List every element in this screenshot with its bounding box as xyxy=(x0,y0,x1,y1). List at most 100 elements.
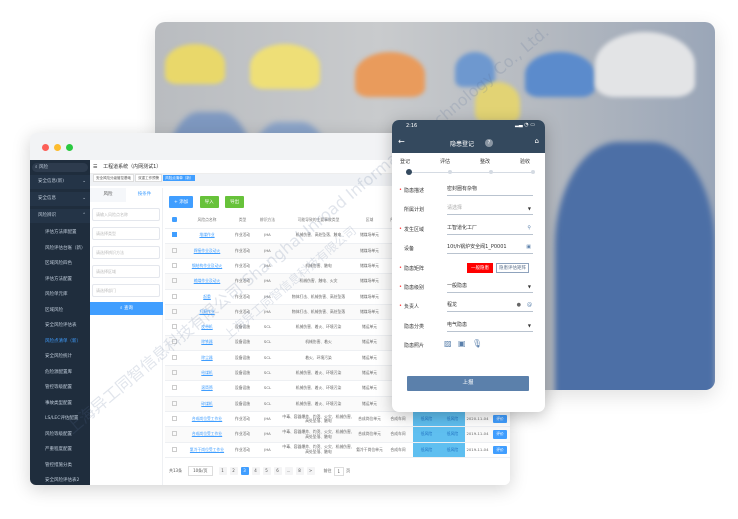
sidebar-item[interactable]: 风险等级配置 xyxy=(30,428,90,442)
risk-point-link[interactable]: 给煤机 xyxy=(183,365,231,382)
field-input[interactable]: 密封圈有杂物 xyxy=(447,184,533,196)
menu-toggle-icon[interactable]: ☰ xyxy=(93,164,98,170)
page-size-select[interactable]: 10条/页 xyxy=(188,466,213,476)
at-icon[interactable]: @ xyxy=(527,302,532,308)
help-icon[interactable]: ? xyxy=(485,139,493,147)
risk-point-link[interactable]: 起重 xyxy=(183,289,231,305)
field-input[interactable]: 10t/h锅炉安全阀1_P0001 ▣ xyxy=(447,242,533,254)
tab-0[interactable]: 安全风险分级管控基础 xyxy=(93,174,134,182)
row-checkbox[interactable] xyxy=(165,228,183,244)
evaluate-button[interactable]: 评价 xyxy=(493,445,507,455)
page-button[interactable]: 2 xyxy=(229,467,238,475)
sidebar-item[interactable]: 安全风险评估表2 xyxy=(30,474,90,485)
risk-point-link[interactable]: 输煤作业及动火 xyxy=(183,273,231,290)
maximize-dot[interactable] xyxy=(66,144,73,151)
home-icon[interactable]: ⌂ xyxy=(534,137,539,145)
goto-input[interactable]: 1 xyxy=(333,466,345,476)
sidebar-item[interactable]: 安全信息 ⌄ xyxy=(30,192,90,206)
row-checkbox[interactable] xyxy=(165,289,183,305)
risk-point-link[interactable]: 堆煤作业 xyxy=(183,228,231,244)
field-input[interactable]: 一般隐患 ▼ xyxy=(447,281,533,293)
row-checkbox[interactable] xyxy=(165,442,183,458)
risk-point-link[interactable]: 除尘器 xyxy=(183,350,231,367)
filter-input[interactable]: 请输入风险点名称 xyxy=(92,208,160,221)
export-button[interactable]: 导出 xyxy=(225,196,245,208)
page-button[interactable]: 8 xyxy=(295,467,304,475)
row-checkbox[interactable] xyxy=(165,258,183,275)
matrix-link[interactable]: 隐患评估矩阵 xyxy=(496,263,529,273)
sidebar-item[interactable]: 事故类型配置 xyxy=(30,397,90,411)
sidebar-item[interactable]: 管控措施分类 xyxy=(30,459,90,473)
tab-1[interactable]: 双重工作预警 xyxy=(135,174,163,182)
risk-point-link[interactable]: 滚筒筛 xyxy=(183,380,231,397)
filter-input[interactable]: 请选择区域 xyxy=(92,265,160,278)
risk-point-link[interactable]: 氨冷干岗位受工作业 xyxy=(183,442,231,458)
filter-input[interactable]: 请选择类型 xyxy=(92,227,160,240)
evaluate-button[interactable]: 评价 xyxy=(493,414,507,424)
table-row[interactable]: 氨冷干岗位受工作业 作业活动 JHA 中毒、容器爆炸、灼烫、火灾、机械伤害、高处坠落、… xyxy=(165,442,510,458)
sidebar-item[interactable]: 评估方法配置 xyxy=(30,273,90,287)
submit-button[interactable]: 上报 xyxy=(407,376,529,391)
sidebar-item[interactable]: 区域风险四色 xyxy=(30,257,90,271)
sidebar-item[interactable]: 区域风险 xyxy=(30,304,90,318)
row-checkbox[interactable] xyxy=(165,243,183,260)
page-button[interactable]: ... xyxy=(284,467,293,475)
risk-point-link[interactable]: 打磨作业 xyxy=(183,304,231,321)
row-checkbox[interactable] xyxy=(165,426,183,443)
risk-point-link[interactable]: 碎煤机 xyxy=(183,396,231,413)
risk-point-link[interactable]: 钢结构作业及动火 xyxy=(183,258,231,275)
row-checkbox[interactable] xyxy=(165,335,183,351)
field-input[interactable]: 电气隐患 ▼ xyxy=(447,320,533,332)
row-checkbox[interactable] xyxy=(165,365,183,382)
location-icon[interactable]: ⚲ xyxy=(527,225,531,231)
sidebar-item[interactable]: 安全风险评估表 xyxy=(30,319,90,333)
sidebar-item[interactable]: 安全风险统计 xyxy=(30,350,90,364)
sidebar-item[interactable]: 风险单元库 xyxy=(30,288,90,302)
risk-point-link[interactable]: 皮带机 xyxy=(183,319,231,336)
back-arrow-icon[interactable]: ← xyxy=(398,137,405,146)
sidebar-item[interactable]: 严重程度配置 xyxy=(30,443,90,457)
field-input[interactable]: 工智道化工厂 ⚲ xyxy=(447,223,533,235)
page-button[interactable]: 3 xyxy=(240,467,249,475)
page-button[interactable]: 1 xyxy=(218,467,227,475)
sidebar-item[interactable]: 管控等级配置 xyxy=(30,381,90,395)
row-checkbox[interactable] xyxy=(165,304,183,321)
sidebar-search[interactable]: ⌕ 风险 xyxy=(32,163,88,172)
row-checkbox[interactable] xyxy=(165,411,183,428)
tab-2-active[interactable]: 风险点清单（新） xyxy=(163,175,196,181)
filter-input[interactable]: 请选择辨识方法 xyxy=(92,246,160,259)
evaluate-button[interactable]: 评价 xyxy=(493,430,507,439)
camera-icon[interactable]: ▣ xyxy=(458,339,466,348)
sidebar-item[interactable]: 安全信息(新) ⌄ xyxy=(30,175,90,189)
sidebar-item[interactable]: LS/LEC评估配置 xyxy=(30,412,90,426)
close-dot[interactable] xyxy=(42,144,49,151)
image-upload-icon[interactable]: ▨ xyxy=(444,339,452,348)
page-button[interactable]: 4 xyxy=(251,467,260,475)
filter-tab-0[interactable]: 风险 xyxy=(90,188,126,202)
table-row[interactable]: 合成岗位受工作业 作业活动 JHA 中毒、容器爆炸、灼烫、火灾、机械伤害、高处坠落、触… xyxy=(165,426,510,443)
select-all-checkbox[interactable] xyxy=(165,213,183,229)
scan-icon[interactable]: ▣ xyxy=(526,244,531,250)
sidebar-item[interactable]: 风险点清单（新） xyxy=(30,335,90,349)
row-checkbox[interactable] xyxy=(165,396,183,413)
page-button[interactable]: 5 xyxy=(262,467,271,475)
page-button[interactable]: 6 xyxy=(273,467,282,475)
row-checkbox[interactable] xyxy=(165,380,183,397)
field-input[interactable]: 请选择 ▼ xyxy=(447,203,533,215)
filter-tab-1[interactable]: 按条件 xyxy=(137,192,152,197)
sidebar-item[interactable]: 评估方法库配置 xyxy=(30,226,90,240)
risk-point-link[interactable]: 除铁器 xyxy=(183,335,231,351)
import-button[interactable]: 导入 xyxy=(199,196,219,208)
next-page-button[interactable]: > xyxy=(306,467,315,475)
risk-point-link[interactable]: 合成岗位受工作业 xyxy=(183,426,231,443)
field-input[interactable]: 程龙 ● @ xyxy=(447,300,533,312)
minimize-dot[interactable] xyxy=(54,144,61,151)
filter-input[interactable]: 请选择部门 xyxy=(92,284,160,297)
row-checkbox[interactable] xyxy=(165,350,183,367)
add-button[interactable]: + 添加 xyxy=(169,196,194,208)
clear-icon[interactable]: ● xyxy=(516,302,521,308)
row-checkbox[interactable] xyxy=(165,319,183,336)
mic-icon[interactable]: 🎙 xyxy=(472,339,483,348)
table-row[interactable]: 合成岗位受工作业 作业活动 JHA 中毒、容器爆炸、灼烫、火灾、机械伤害、高处坠落、触… xyxy=(165,411,510,428)
query-button[interactable]: ⌕ 查询 xyxy=(90,302,163,315)
